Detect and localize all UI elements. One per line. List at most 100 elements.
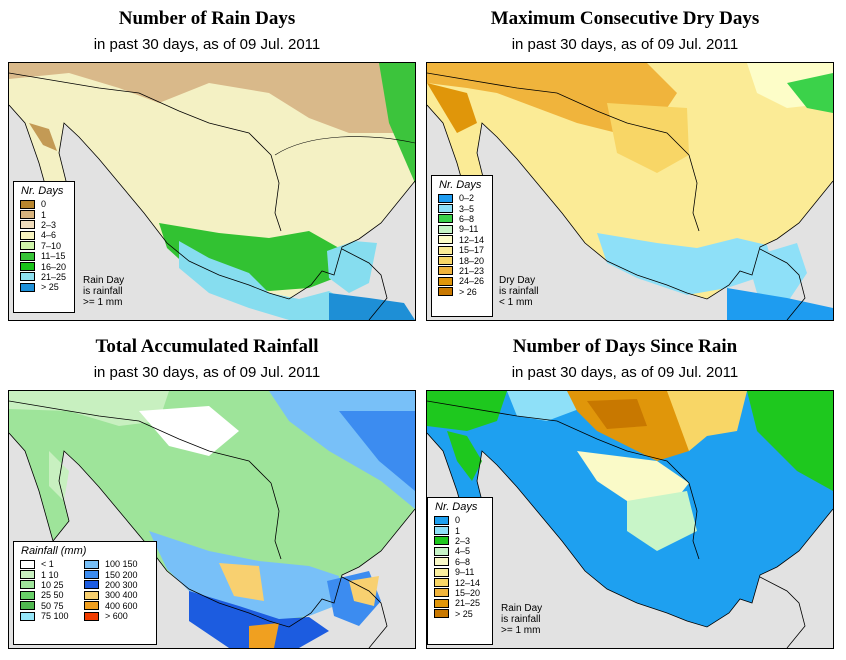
- legend-item: > 26: [438, 287, 492, 297]
- legend-item: 2–3: [20, 220, 74, 230]
- legend-item: 2–3: [434, 536, 492, 546]
- note-line: < 1 mm: [499, 297, 533, 308]
- legend-label: 0–2: [459, 193, 475, 204]
- definition-note: Rain Day is rainfall >= 1 mm: [501, 603, 542, 636]
- legend-row: 25 50 300 400: [20, 590, 156, 600]
- legend-item: 0: [20, 199, 74, 209]
- legend-swatch: [20, 251, 35, 261]
- legend-item: 0–2: [438, 193, 492, 203]
- legend-label: > 25: [455, 608, 473, 619]
- legend-label: 1 10: [41, 569, 59, 580]
- panel-title: Total Accumulated Rainfall: [95, 336, 319, 357]
- legend-label: 200 300: [105, 579, 138, 590]
- legend-label: 9–11: [455, 567, 475, 578]
- panel-total-rainfall: Total Accumulated Rainfall in past 30 da…: [2, 330, 416, 660]
- legend-label: > 26: [459, 286, 477, 297]
- legend-swatch: [434, 536, 449, 546]
- legend-label: 15–17: [459, 245, 485, 256]
- legend-swatch: [20, 230, 35, 240]
- legend-item: 21–23: [438, 266, 492, 276]
- legend-swatch: [434, 578, 449, 588]
- mexico-map-rain-days: [9, 63, 415, 320]
- legend-title: Nr. Days: [439, 179, 482, 191]
- map-total-rainfall: Rainfall (mm) < 1 100 150 1 10 150 200 10 …: [8, 390, 416, 649]
- legend-label: 100 150: [105, 559, 138, 570]
- legend-item: 4–5: [434, 546, 492, 556]
- panel-subtitle: in past 30 days, as of 09 Jul. 2011: [93, 364, 321, 381]
- legend-swatch: [434, 609, 449, 619]
- legend-swatch: [434, 526, 449, 536]
- legend-label: 4–6: [41, 230, 57, 241]
- legend-swatch: [434, 557, 449, 567]
- definition-note: Dry Day is rainfall < 1 mm: [499, 275, 538, 308]
- legend-swatch: [84, 570, 99, 580]
- legend-title: Rainfall (mm): [21, 545, 87, 557]
- legend-item: 9–11: [438, 224, 492, 234]
- legend-label: 24–26: [459, 276, 485, 287]
- panel-title: Number of Rain Days: [118, 8, 296, 29]
- legend-swatch: [84, 590, 99, 600]
- legend-swatch: [84, 611, 99, 621]
- mexico-map-dry-days: [427, 63, 833, 320]
- legend-item: 16–20: [20, 261, 74, 272]
- legend-label: < 1: [41, 559, 54, 570]
- legend-dry-days: Nr. Days 0–2 3–5 6–8 9–11 12–14 15–17 18…: [431, 175, 493, 317]
- legend-swatch: [20, 272, 35, 282]
- mexico-map-days-since-rain: [427, 391, 833, 648]
- legend-label: 6–8: [455, 556, 471, 567]
- legend-swatch: [438, 204, 453, 214]
- legend-swatch: [438, 256, 453, 266]
- map-dry-days: Nr. Days 0–2 3–5 6–8 9–11 12–14 15–17 18…: [426, 62, 834, 321]
- legend-item: 75 100: [20, 611, 84, 621]
- legend-item: 0: [434, 515, 492, 525]
- legend-item: 6–8: [438, 214, 492, 224]
- panel-days-since-rain: Number of Days Since Rain in past 30 day…: [420, 330, 834, 660]
- legend-swatch: [438, 287, 453, 297]
- panel-title: Maximum Consecutive Dry Days: [490, 8, 760, 29]
- legend-item: 1: [434, 525, 492, 536]
- legend-item: 400 600: [84, 601, 148, 611]
- legend-item: 3–5: [438, 203, 492, 214]
- legend-item: 6–8: [434, 557, 492, 567]
- legend-swatch: [434, 588, 449, 598]
- legend-item: 9–11: [434, 567, 492, 577]
- note-line: Rain Day: [501, 603, 543, 614]
- note-line: Rain Day: [83, 275, 125, 286]
- legend-item: 12–14: [434, 577, 492, 588]
- legend-row: 10 25 200 300: [20, 580, 156, 590]
- legend-item: 12–14: [438, 235, 492, 245]
- map-days-since-rain: Nr. Days 0 1 2–3 4–5 6–8 9–11 12–14 15–2…: [426, 390, 834, 649]
- note-line: >= 1 mm: [501, 625, 541, 636]
- legend-item: > 25: [434, 609, 492, 619]
- legend-label: 0: [41, 199, 47, 210]
- legend-row: 75 100 > 600: [20, 611, 156, 621]
- legend-swatch: [434, 515, 449, 525]
- definition-note: Rain Day is rainfall >= 1 mm: [83, 275, 124, 308]
- legend-swatch: [20, 590, 35, 600]
- legend-label: 4–5: [455, 546, 471, 557]
- panel-subtitle: in past 30 days, as of 09 Jul. 2011: [93, 36, 321, 53]
- legend-swatch: [84, 601, 99, 611]
- legend-item: 100 150: [84, 559, 148, 569]
- legend-item: 24–26: [438, 276, 492, 286]
- legend-label: 2–3: [455, 535, 471, 546]
- legend-swatch: [20, 580, 35, 590]
- legend-item: 4–6: [20, 230, 74, 240]
- legend-swatch: [438, 266, 453, 276]
- note-line: is rainfall: [83, 286, 123, 297]
- legend-label: > 600: [105, 611, 128, 622]
- legend-swatch: [438, 214, 453, 224]
- legend-item: 1 10: [20, 570, 84, 580]
- legend-item: 1: [20, 209, 74, 220]
- panel-subtitle: in past 30 days, as of 09 Jul. 2011: [511, 36, 739, 53]
- legend-label: 6–8: [459, 213, 475, 224]
- legend-swatch: [20, 220, 35, 230]
- legend-label: 16–20: [41, 261, 67, 272]
- legend-swatch: [434, 567, 449, 577]
- legend-swatch: [438, 245, 453, 255]
- legend-rain-days: Nr. Days 0 1 2–3 4–6 7–10 11–15 16–20 21…: [13, 181, 75, 313]
- legend-row: 50 75 400 600: [20, 601, 156, 611]
- legend-label: 1: [41, 209, 47, 220]
- legend-item: 21–25: [20, 272, 74, 282]
- legend-label: 21–25: [455, 598, 481, 609]
